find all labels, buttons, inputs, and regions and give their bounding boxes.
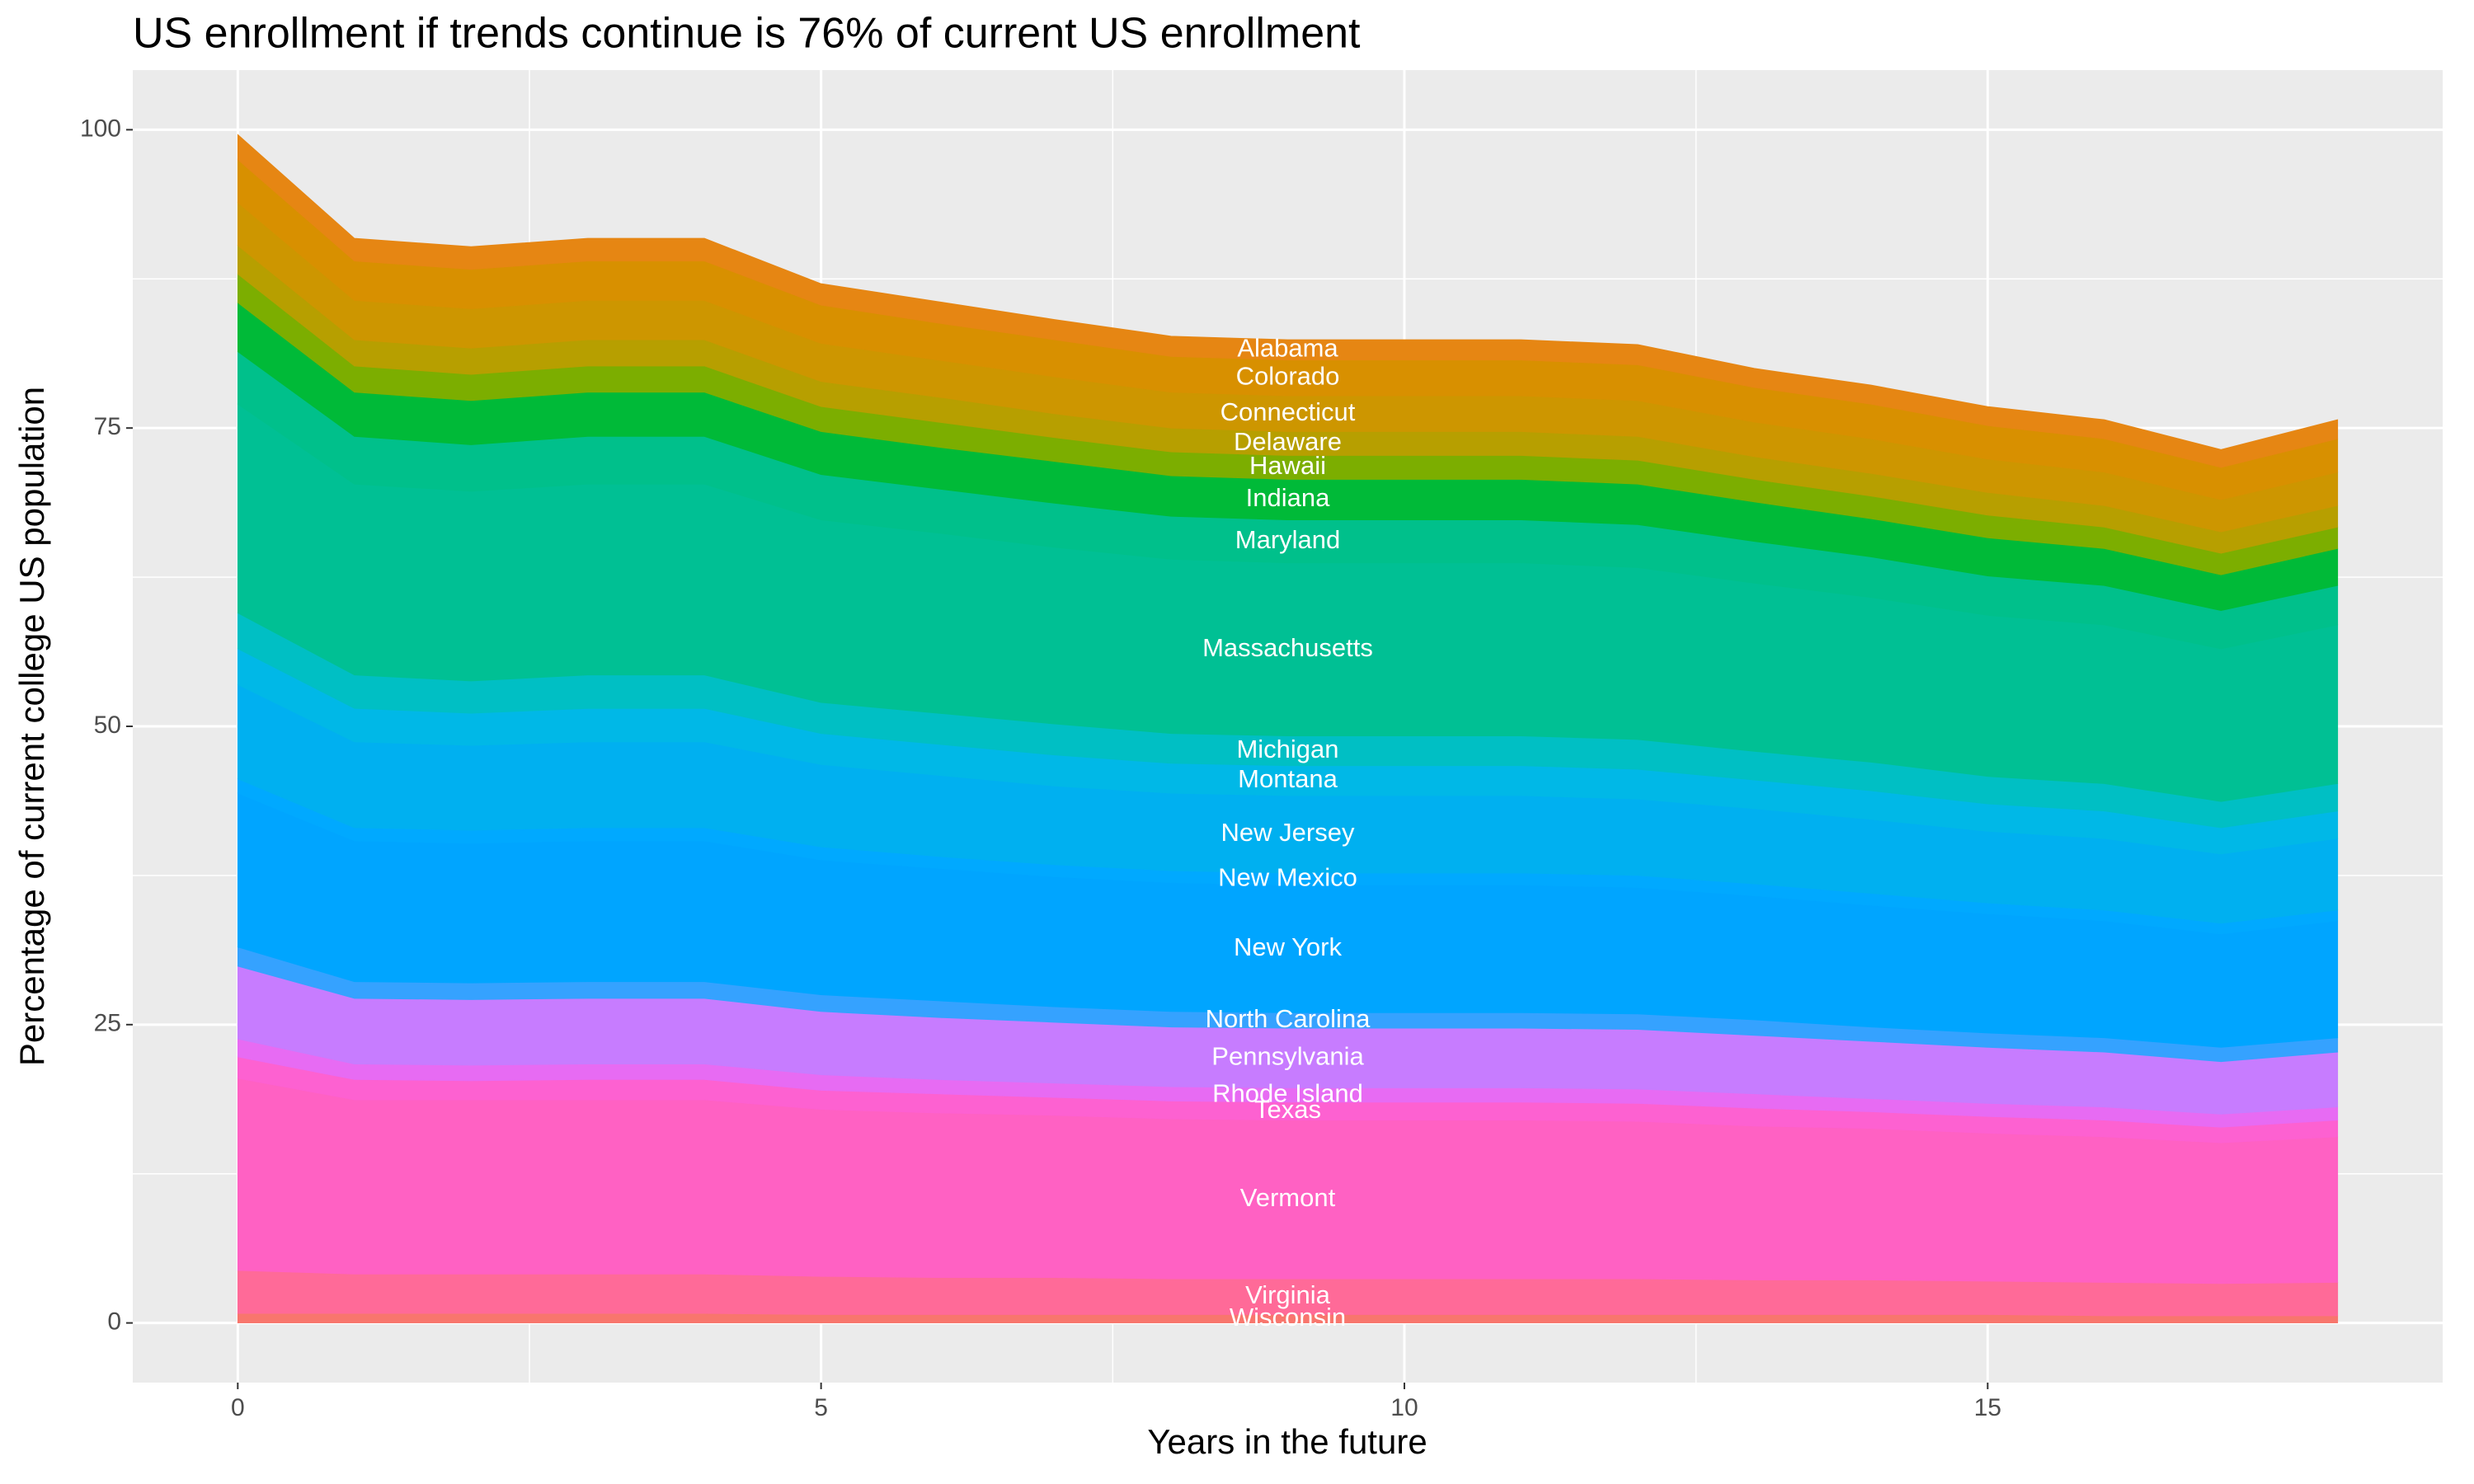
series-label: North Carolina	[1206, 1004, 1371, 1033]
x-tick-label: 5	[814, 1394, 828, 1421]
series-label: Hawaii	[1249, 451, 1326, 480]
x-tick-label: 0	[231, 1394, 245, 1421]
series-label: Montana	[1238, 764, 1338, 793]
series-label: Vermont	[1240, 1183, 1336, 1212]
y-axis-label: Percentage of current college US populat…	[12, 387, 51, 1066]
series-label: Colorado	[1236, 362, 1340, 391]
series-label: Massachusetts	[1202, 633, 1373, 662]
series-label: New Jersey	[1221, 818, 1355, 847]
series-label: Michigan	[1236, 735, 1338, 763]
chart-title: US enrollment if trends continue is 76% …	[133, 10, 1361, 58]
series-label: New Mexico	[1218, 862, 1357, 891]
series-label: Rhode Island	[1212, 1078, 1363, 1107]
series-label: Virginia	[1245, 1280, 1331, 1309]
series-label: Delaware	[1234, 427, 1342, 456]
x-tick-label: 15	[1974, 1394, 2001, 1421]
y-tick-label: 25	[94, 1010, 121, 1037]
series-label: Maryland	[1235, 525, 1341, 554]
series-label: Pennsylvania	[1211, 1042, 1364, 1071]
y-tick-label: 75	[94, 413, 121, 440]
y-tick-label: 50	[94, 711, 121, 739]
series-label: Wisconsin	[1230, 1303, 1346, 1331]
areas	[237, 134, 2339, 1324]
x-tick-label: 10	[1390, 1394, 1418, 1421]
series-label: Indiana	[1246, 483, 1330, 512]
y-tick-label: 0	[107, 1308, 121, 1336]
area	[237, 134, 2339, 468]
y-tick-label: 100	[80, 115, 121, 142]
series-label: New York	[1234, 932, 1342, 961]
series-label: Alabama	[1237, 334, 1338, 363]
series-label: Connecticut	[1221, 397, 1356, 426]
series-label: Texas	[1254, 1095, 1321, 1124]
x-axis-label: Years in the future	[1147, 1422, 1427, 1461]
